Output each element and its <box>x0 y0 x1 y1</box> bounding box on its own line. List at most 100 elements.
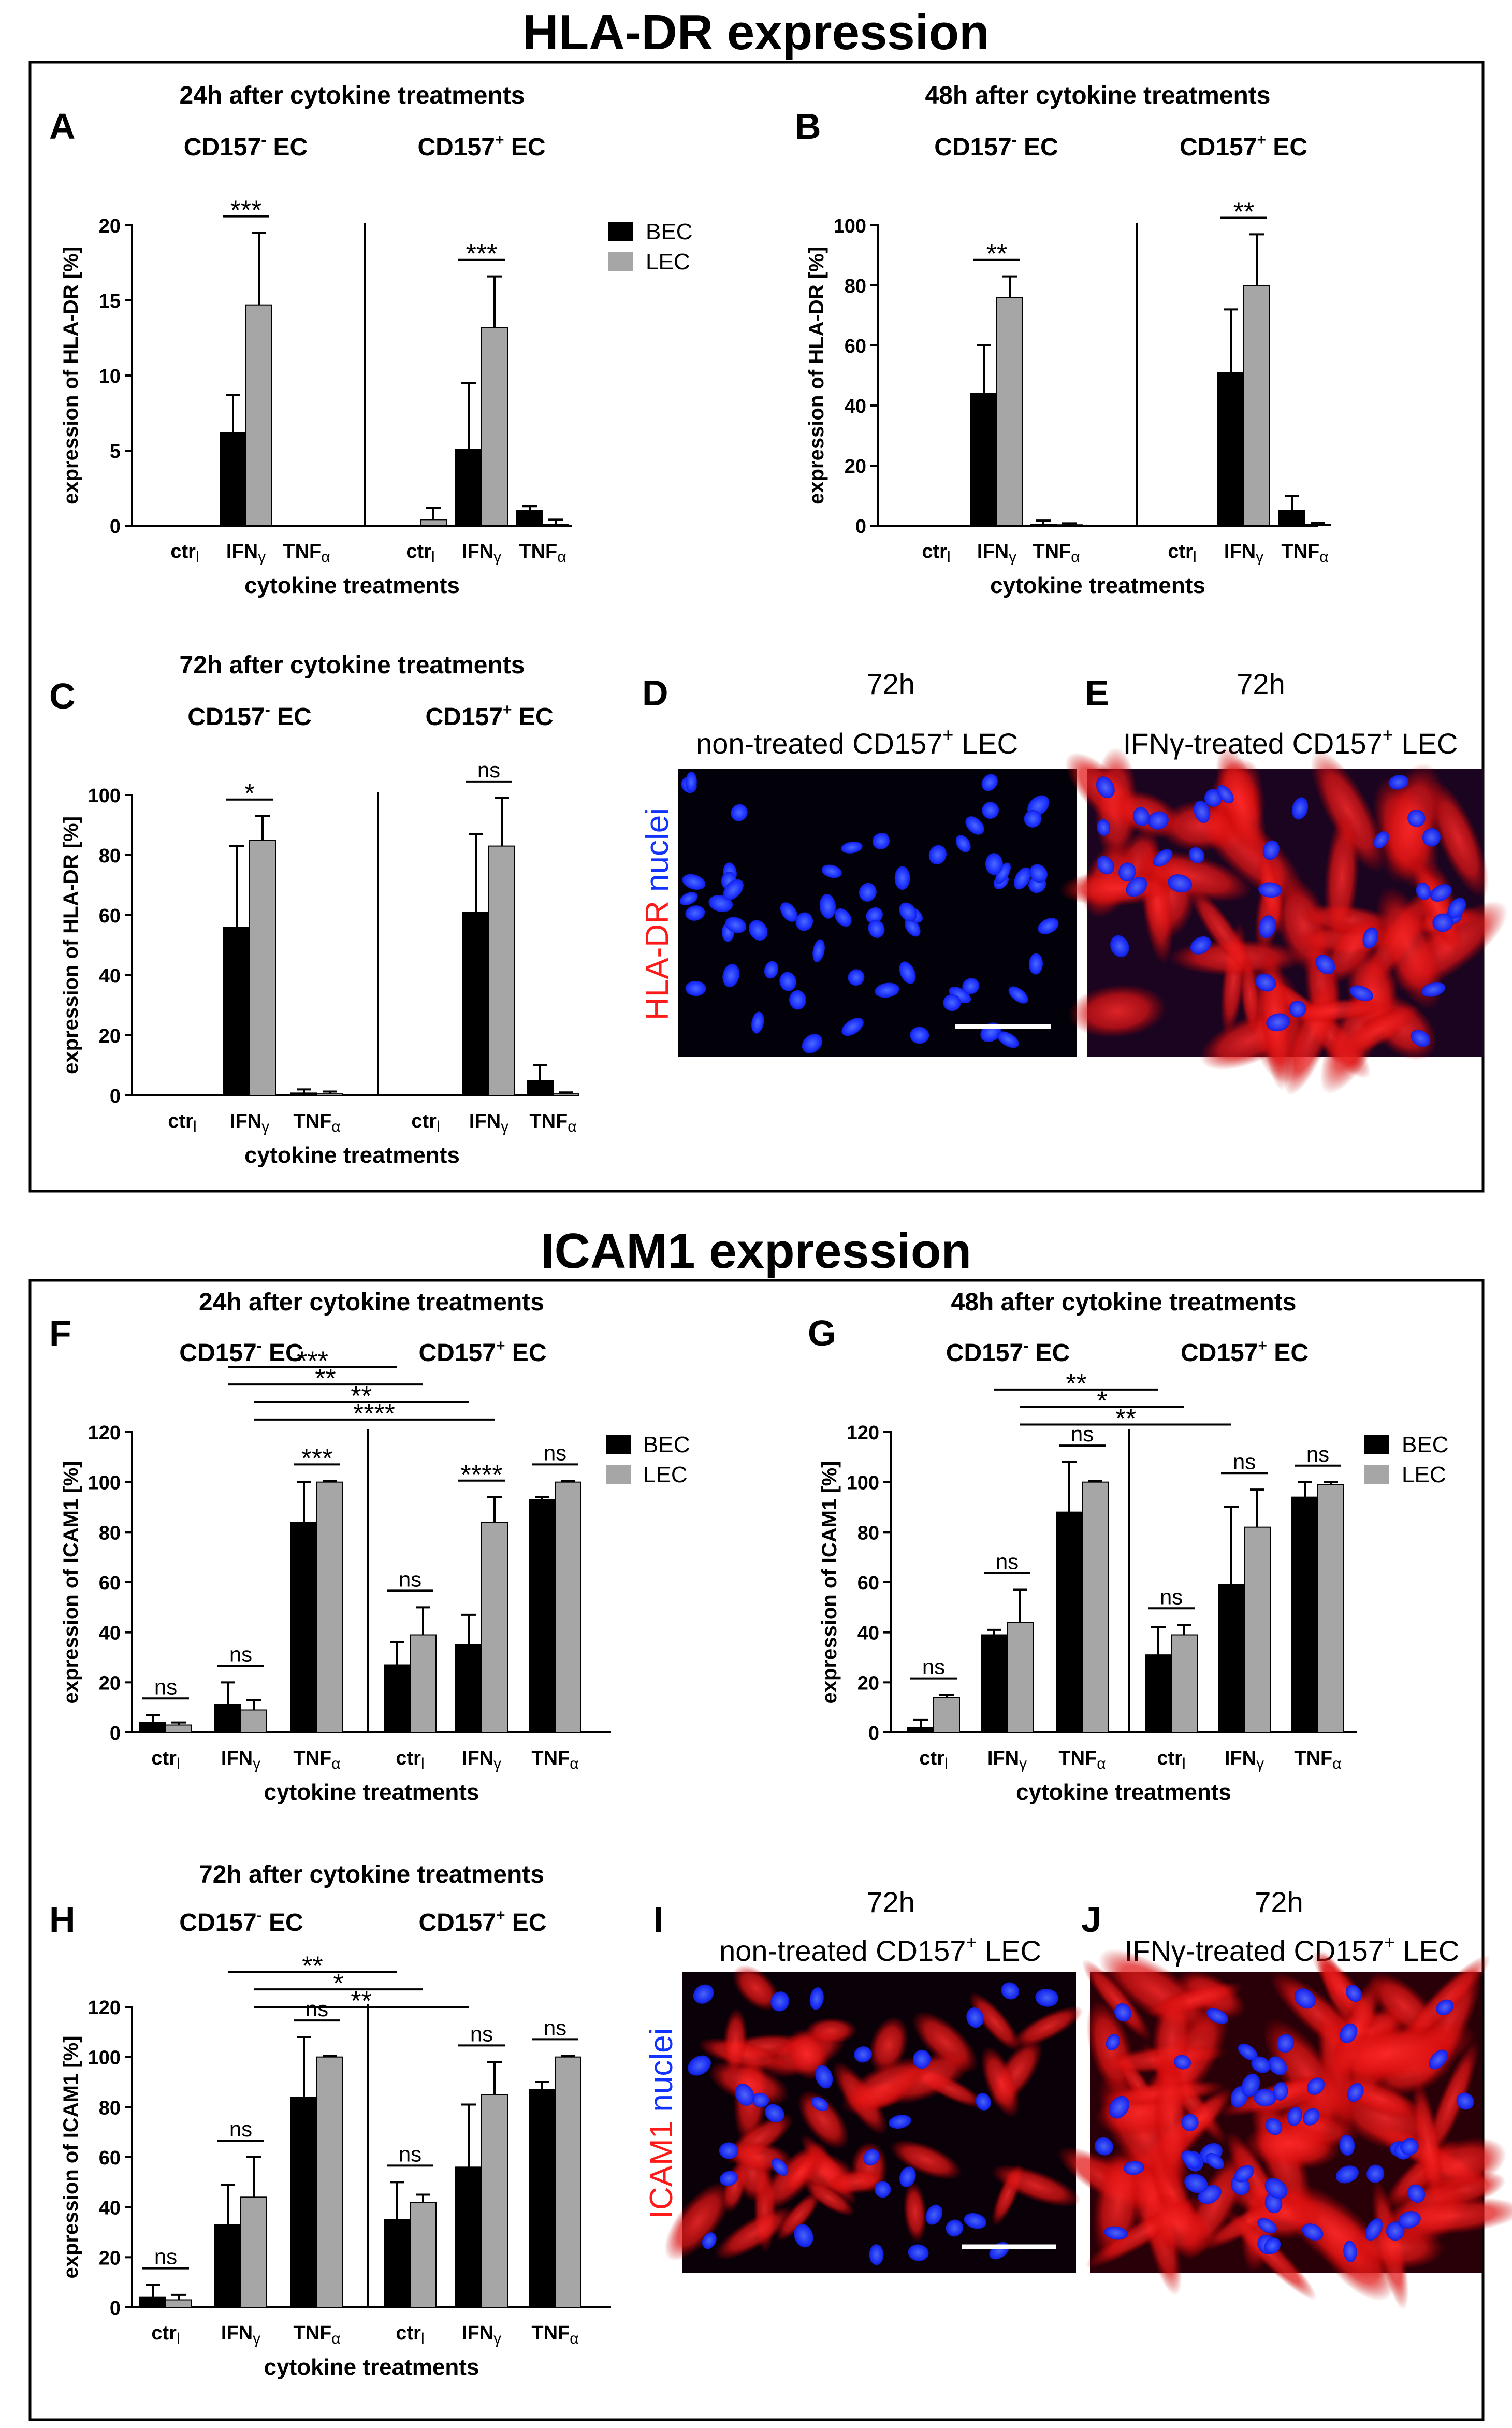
group-header-cd157-neg: CD157- EC <box>946 1337 1070 1367</box>
nucleus <box>1123 2161 1144 2175</box>
bar-bec <box>290 1092 317 1096</box>
micrograph-i-cells <box>664 1964 1084 2265</box>
significance-label: ns <box>229 1642 252 1666</box>
bar-lec <box>420 519 447 527</box>
bar-lec <box>316 2056 343 2308</box>
y-axis-label: expression of ICAM1 [%] <box>60 2036 82 2279</box>
nucleus <box>815 2065 833 2089</box>
nucleus <box>1265 2118 1283 2135</box>
micrograph-i-caption: non-treated CD157+ LEC <box>719 1931 1041 1967</box>
bar-bec <box>455 1644 482 1733</box>
nucleus <box>1307 2077 1325 2095</box>
bar-lec <box>249 840 276 1096</box>
nucleus <box>908 2244 929 2261</box>
cell-body <box>1082 1959 1152 2041</box>
x-tick-label: ctrl <box>170 541 199 566</box>
y-axis-label: expression of HLA-DR [%] <box>60 816 82 1074</box>
chart-title: 72h after cytokine treatments <box>180 652 525 679</box>
bar-lec <box>555 1481 581 1733</box>
bar-lec <box>316 1093 343 1096</box>
nucleus <box>874 2181 891 2198</box>
cell-body <box>1375 886 1443 1010</box>
significance-label: ns <box>399 2142 421 2166</box>
nucleus <box>1447 898 1466 919</box>
legend-label-lec: LEC <box>1402 1462 1446 1487</box>
nucleus <box>770 1991 790 2012</box>
y-tick-label: 60 <box>857 1572 879 1594</box>
nucleus <box>946 2219 964 2237</box>
x-tick-label: IFNγ <box>462 2322 501 2347</box>
y-tick-label: 20 <box>99 215 121 237</box>
bar-bec <box>462 912 489 1096</box>
nucleus <box>688 2055 711 2076</box>
cell-body <box>1240 955 1260 1035</box>
cell-body <box>1324 811 1360 944</box>
y-tick-label: 0 <box>868 1723 879 1744</box>
cell-body <box>723 2007 748 2076</box>
x-tick-label: ctrl <box>151 1747 180 1772</box>
legend-label-bec: BEC <box>1402 1432 1448 1457</box>
nucleus <box>722 963 740 988</box>
bar-bec <box>1278 510 1305 526</box>
cell-body <box>841 2056 931 2115</box>
bar-lec <box>1304 524 1331 526</box>
y-axis-label: expression of HLA-DR [%] <box>805 247 828 504</box>
nucleus <box>1241 2073 1260 2097</box>
nucleus <box>962 978 980 994</box>
legend-swatch-bec <box>608 222 633 241</box>
nucleus <box>719 2142 739 2159</box>
cell-body <box>981 2046 1020 2118</box>
nucleus <box>1373 831 1389 849</box>
nucleus <box>1340 2023 1358 2044</box>
nucleus <box>1194 800 1211 823</box>
nucleus <box>1422 828 1441 847</box>
nucleus <box>811 2097 829 2112</box>
significance-label: ns <box>477 758 500 782</box>
panel-letter-i: I <box>653 1899 663 1940</box>
bar-bec <box>1030 524 1057 526</box>
bar-bec <box>527 1080 554 1096</box>
cell-body <box>776 2190 821 2242</box>
nucleus <box>1347 2083 1364 2102</box>
x-tick-label: TNFα <box>531 2322 578 2347</box>
nucleus <box>976 2093 991 2111</box>
x-tick-label: TNFα <box>293 1747 340 1772</box>
significance-label: ns <box>229 2117 252 2141</box>
y-tick-label: 100 <box>88 2047 121 2069</box>
nucleus <box>779 972 796 991</box>
nucleus <box>802 1034 823 1053</box>
significance-label: ** <box>1233 197 1254 227</box>
bar-bec <box>1218 1584 1245 1733</box>
nucleus <box>812 939 825 963</box>
x-tick-label: TNFα <box>293 1110 340 1135</box>
nucleus <box>1432 913 1453 932</box>
x-tick-label: ctrl <box>919 1747 948 1772</box>
nucleus <box>1407 2184 1426 2203</box>
bar-lec <box>555 2056 581 2308</box>
nucleus <box>841 841 863 854</box>
micrograph-e-caption: IFNγ-treated CD157+ LEC <box>1123 724 1458 760</box>
nucleus <box>1110 935 1129 958</box>
bar-lec <box>240 1709 267 1733</box>
nucleus <box>794 2224 813 2248</box>
panel-letter-f: F <box>49 1313 71 1353</box>
nucleus <box>1386 2221 1405 2241</box>
nucleus <box>1264 2237 1281 2254</box>
x-tick-label: ctrl <box>396 2322 424 2347</box>
x-tick-label: ctrl <box>411 1110 440 1135</box>
nucleus <box>1118 862 1136 882</box>
nucleus <box>899 2166 916 2187</box>
x-tick-label: TNFα <box>1033 541 1080 566</box>
y-tick-label: 80 <box>99 1522 121 1544</box>
micrograph-j-cells <box>1057 1948 1512 2310</box>
bar-lec <box>933 1697 960 1733</box>
micrograph-j-caption: IFNγ-treated CD157+ LEC <box>1125 1931 1460 1967</box>
cell-body <box>797 2090 850 2150</box>
cell-body <box>890 2140 963 2180</box>
y-tick-label: 80 <box>857 1522 879 1544</box>
significance-label: ns <box>922 1655 945 1679</box>
cell-body <box>1338 1004 1419 1056</box>
y-axis-label: expression of ICAM1 [%] <box>818 1461 841 1704</box>
group-header-cd157-pos: CD157+ EC <box>419 1907 547 1936</box>
